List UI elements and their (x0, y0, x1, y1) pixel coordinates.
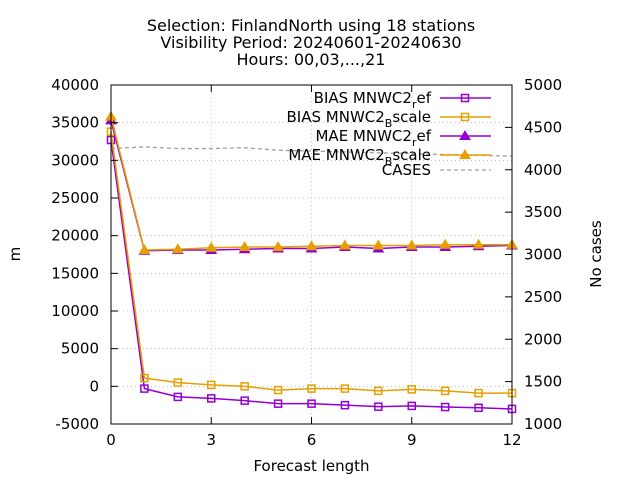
data-point (307, 399, 316, 408)
data-point (171, 243, 184, 254)
data-point (474, 388, 483, 398)
title-line: Selection: FinlandNorth using 18 station… (147, 16, 475, 35)
data-point (372, 239, 385, 250)
data-point (240, 382, 249, 391)
x-tick-label: 3 (206, 431, 216, 449)
data-point (472, 238, 485, 249)
legend-marker (459, 149, 471, 159)
legend-marker (460, 112, 470, 122)
legend-entry: BIAS MNWC2Bscale (287, 108, 431, 130)
series-line (110, 146, 513, 157)
data-point (307, 384, 316, 393)
data-point (440, 402, 450, 412)
y2-axis-label: No cases (587, 220, 605, 288)
data-point (405, 239, 418, 250)
y-tick-label: 35000 (51, 114, 99, 132)
y2-tick-label: 2000 (524, 330, 562, 348)
y2-tick-label: 3000 (524, 246, 562, 264)
data-point (407, 401, 416, 411)
data-point (207, 394, 216, 403)
data-point (407, 385, 416, 394)
y-tick-label: 15000 (51, 264, 99, 282)
data-point (207, 380, 216, 390)
data-point (273, 399, 283, 408)
legend-entry: BIAS MNWC2ref (314, 89, 432, 111)
y-tick-label: 5000 (61, 340, 99, 358)
data-point (440, 386, 450, 396)
y2-tick-label: 4500 (524, 118, 562, 136)
legend-entry: CASES (382, 161, 431, 179)
y2-tick-label: 1000 (524, 415, 562, 433)
series-line (110, 139, 513, 410)
y2-tick-label: 5000 (524, 76, 562, 94)
data-point (138, 243, 151, 254)
data-point (273, 385, 283, 395)
y2-tick-label: 4000 (524, 161, 562, 179)
series-layer (105, 110, 518, 414)
data-point (340, 400, 350, 410)
y-tick-label: 10000 (51, 302, 99, 320)
data-point (140, 384, 149, 393)
y-tick-label: 30000 (51, 151, 99, 169)
x-tick-label: 6 (307, 431, 317, 449)
data-point (439, 238, 452, 249)
data-point (474, 403, 483, 413)
y-tick-label: 25000 (51, 189, 99, 207)
data-point (374, 402, 383, 411)
data-point (205, 241, 218, 252)
legend-entry: MAE MNWC2ref (315, 127, 431, 149)
title-line: Hours: 00,03,...,21 (237, 50, 386, 69)
legend-marker (460, 93, 470, 103)
y2-tick-label: 1500 (524, 373, 562, 391)
series-line (110, 131, 512, 394)
y-tick-label: 40000 (51, 76, 99, 94)
y-axis-label: m (6, 247, 24, 262)
y-tick-label: 20000 (51, 227, 99, 245)
data-point (305, 240, 318, 251)
x-tick-label: 9 (407, 431, 417, 449)
grid (111, 85, 512, 424)
data-point (374, 386, 383, 396)
chart-title: Selection: FinlandNorth using 18 station… (147, 16, 475, 69)
data-point (140, 373, 149, 383)
data-point (339, 239, 351, 250)
title-line: Visibility Period: 20240601-20240630 (160, 33, 461, 52)
data-point (173, 392, 183, 402)
y2-tick-label: 3500 (524, 203, 562, 221)
y-tick-label: -5000 (55, 415, 99, 433)
data-point (240, 396, 249, 405)
x-axis-label: Forecast length (253, 457, 369, 475)
y-tick-label: 0 (89, 377, 99, 395)
legend-marker (459, 130, 471, 140)
data-point (340, 384, 350, 393)
data-point (173, 378, 183, 387)
data-point (238, 240, 251, 251)
axis-ticks: -500005000100001500020000250003000035000… (51, 76, 562, 449)
legend-entry: MAE MNWC2Bscale (288, 146, 431, 168)
y2-tick-label: 2500 (524, 288, 562, 306)
x-tick-label: 12 (502, 431, 521, 449)
data-point (272, 240, 284, 251)
x-tick-label: 0 (106, 431, 116, 449)
